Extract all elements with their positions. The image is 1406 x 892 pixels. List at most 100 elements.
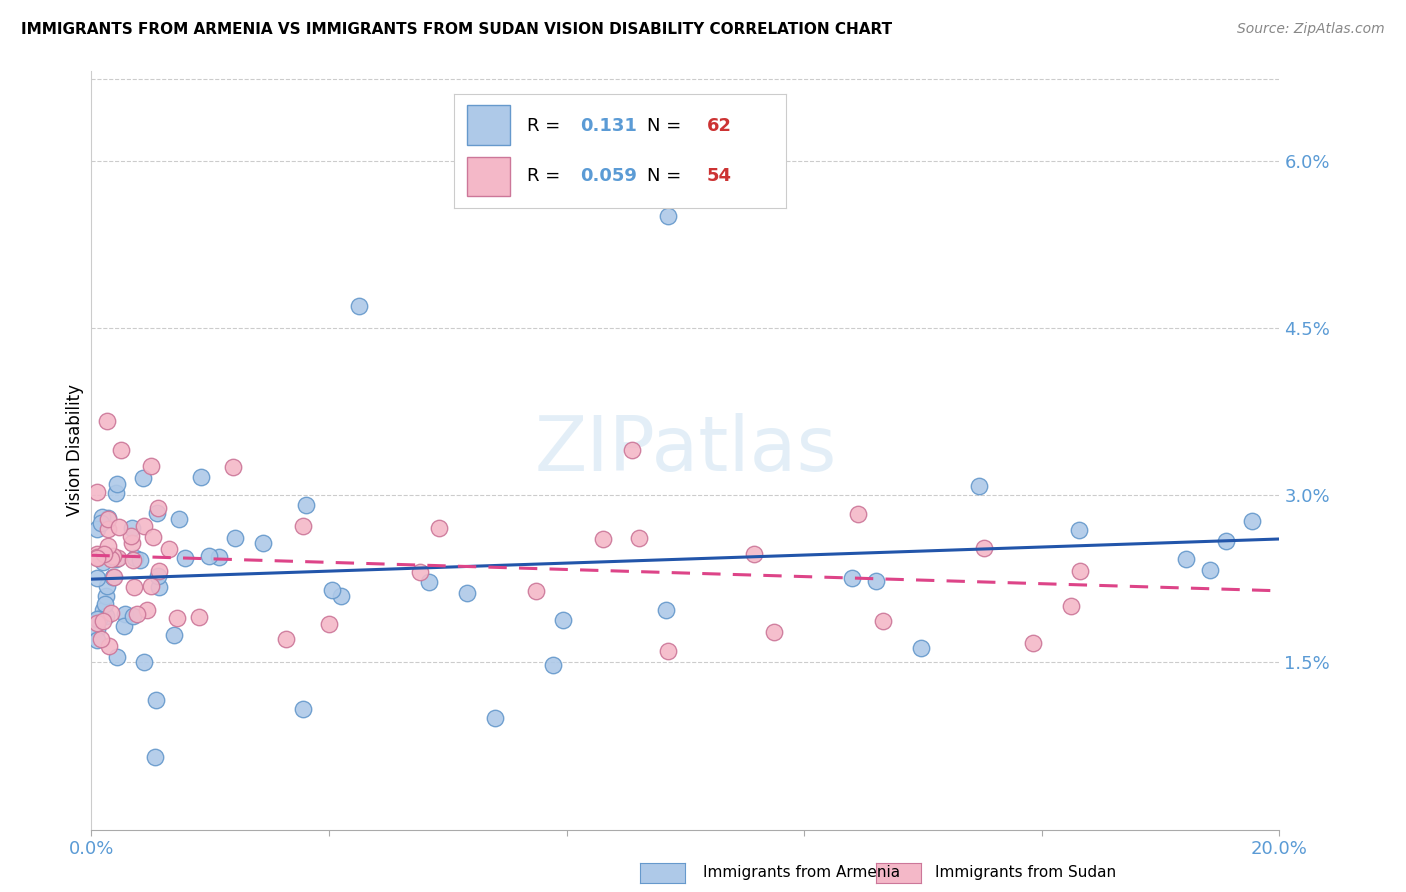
Point	[86, 623, 108, 637]
Point	[86, 633, 108, 648]
Point	[90, 632, 112, 647]
Point	[93, 547, 115, 561]
Point	[1067, 523, 1090, 537]
Point	[112, 619, 135, 633]
Point	[120, 529, 142, 543]
Point	[1069, 564, 1091, 578]
Point	[541, 657, 564, 672]
Point	[418, 575, 440, 590]
Point	[97, 540, 120, 554]
Point	[91, 509, 114, 524]
Point	[86, 571, 108, 585]
Point	[292, 702, 315, 716]
Point	[129, 553, 152, 567]
Point	[295, 499, 318, 513]
Point	[134, 655, 156, 669]
Point	[321, 582, 343, 597]
Point	[620, 443, 643, 458]
Point	[86, 550, 108, 565]
Point	[93, 555, 115, 569]
Point	[90, 516, 112, 530]
Y-axis label: Vision Disability: Vision Disability	[66, 384, 84, 516]
Point	[122, 552, 145, 566]
Point	[142, 530, 165, 544]
Text: Source: ZipAtlas.com: Source: ZipAtlas.com	[1237, 22, 1385, 37]
Point	[456, 586, 478, 600]
Point	[114, 607, 136, 621]
Point	[105, 477, 128, 491]
Point	[1059, 599, 1081, 613]
Point	[655, 602, 678, 616]
Point	[121, 536, 143, 550]
Point	[167, 511, 190, 525]
Point	[524, 584, 547, 599]
Point	[162, 628, 184, 642]
Point	[93, 602, 115, 616]
Point	[409, 566, 432, 580]
Point	[347, 299, 370, 313]
Point	[1174, 552, 1197, 566]
Point	[1198, 563, 1220, 577]
Point	[96, 414, 118, 428]
Point	[103, 570, 125, 584]
Point	[1215, 534, 1237, 549]
Point	[86, 547, 108, 561]
Point	[86, 549, 108, 564]
Point	[146, 569, 169, 583]
Point	[132, 470, 155, 484]
Point	[86, 522, 108, 536]
Point	[865, 574, 887, 588]
Point	[187, 610, 209, 624]
Point	[134, 519, 156, 533]
Point	[94, 589, 117, 603]
Point	[124, 551, 146, 566]
Point	[252, 536, 274, 550]
Point	[841, 571, 863, 585]
Point	[592, 532, 614, 546]
Point	[101, 570, 124, 584]
Text: IMMIGRANTS FROM ARMENIA VS IMMIGRANTS FROM SUDAN VISION DISABILITY CORRELATION C: IMMIGRANTS FROM ARMENIA VS IMMIGRANTS FR…	[21, 22, 893, 37]
Point	[318, 616, 340, 631]
Point	[846, 507, 869, 521]
Point	[94, 608, 117, 623]
Point	[973, 541, 995, 555]
Point	[105, 650, 128, 665]
Point	[910, 640, 932, 655]
Point	[628, 531, 651, 545]
Text: ZIPatlas: ZIPatlas	[534, 414, 837, 487]
Point	[97, 522, 120, 536]
Point	[91, 614, 114, 628]
Point	[157, 541, 180, 556]
Point	[224, 531, 246, 545]
Point	[657, 210, 679, 224]
Point	[100, 606, 122, 620]
Point	[139, 579, 162, 593]
Point	[96, 579, 118, 593]
Point	[742, 547, 765, 561]
Point	[967, 479, 990, 493]
Point	[198, 549, 221, 563]
Point	[763, 625, 786, 640]
Point	[86, 485, 108, 500]
Point	[190, 470, 212, 484]
Point	[121, 521, 143, 535]
Point	[145, 692, 167, 706]
Point	[148, 580, 170, 594]
Point	[146, 506, 169, 520]
Point	[107, 520, 129, 534]
Point	[484, 711, 506, 725]
Point	[174, 550, 197, 565]
Text: Immigrants from Sudan: Immigrants from Sudan	[935, 865, 1116, 880]
Point	[96, 512, 118, 526]
Point	[146, 500, 169, 515]
Point	[100, 552, 122, 566]
Point	[148, 565, 170, 579]
Point	[110, 443, 132, 458]
Point	[872, 614, 894, 628]
Point	[1021, 636, 1043, 650]
Point	[104, 485, 127, 500]
Point	[107, 551, 129, 566]
Point	[145, 750, 167, 764]
Point	[86, 615, 108, 630]
Point	[97, 511, 120, 525]
